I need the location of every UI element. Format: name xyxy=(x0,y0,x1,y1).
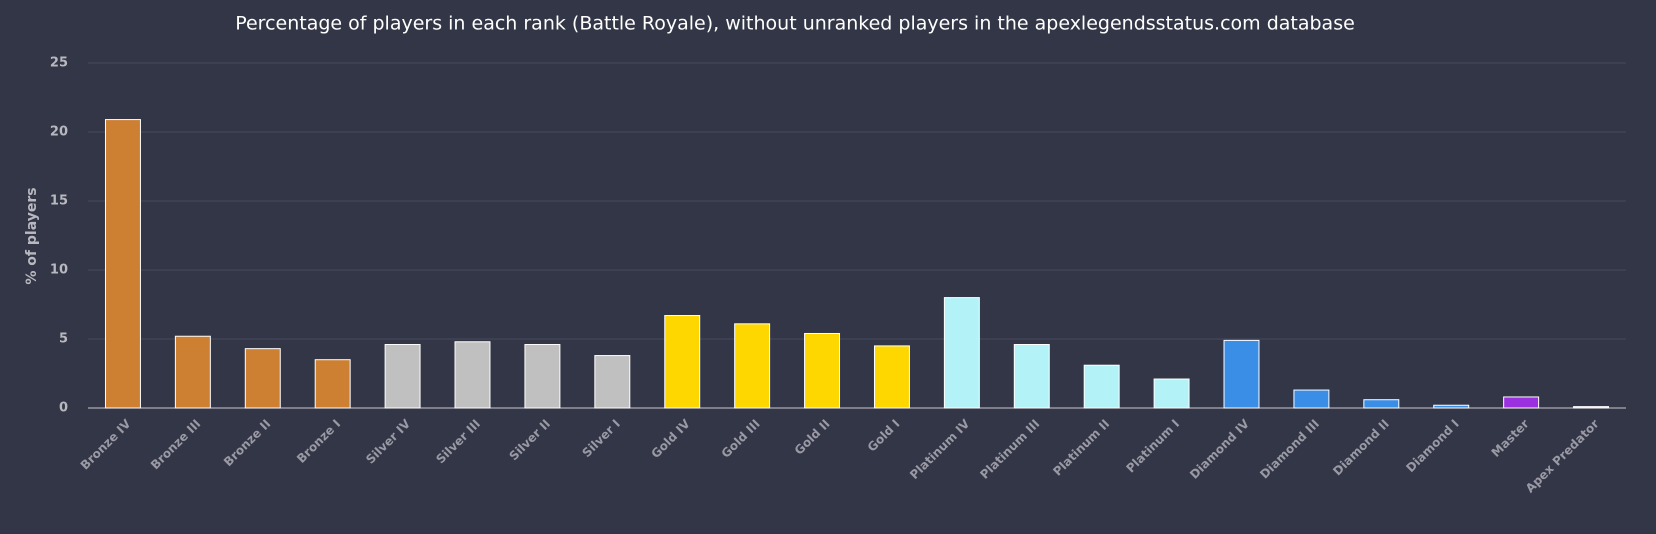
bar xyxy=(594,355,631,409)
bar xyxy=(244,348,281,409)
bar xyxy=(1433,404,1470,409)
bar xyxy=(1153,378,1190,409)
bar xyxy=(524,344,561,409)
bar xyxy=(1083,364,1120,409)
bar xyxy=(1223,339,1260,409)
y-axis-title: % of players xyxy=(24,187,40,284)
bar xyxy=(664,315,701,409)
chart-title: Percentage of players in each rank (Batt… xyxy=(235,13,1355,35)
bar xyxy=(734,323,771,409)
y-tick-label: 20 xyxy=(50,125,68,140)
bar xyxy=(1573,406,1610,409)
y-tick-label: 5 xyxy=(59,332,68,347)
y-tick-label: 15 xyxy=(50,194,68,209)
bar xyxy=(1013,344,1050,409)
bar xyxy=(804,332,841,409)
bar xyxy=(174,335,211,409)
y-tick-label: 0 xyxy=(59,401,68,416)
bar xyxy=(384,344,421,409)
bar xyxy=(314,359,351,409)
bar xyxy=(873,345,910,409)
bar xyxy=(104,119,141,409)
y-tick-label: 25 xyxy=(50,56,68,71)
bar xyxy=(943,297,980,409)
bar xyxy=(1363,399,1400,409)
y-tick-label: 10 xyxy=(50,263,68,278)
bar xyxy=(1503,396,1540,409)
bar xyxy=(454,341,491,409)
bar xyxy=(1293,389,1330,409)
